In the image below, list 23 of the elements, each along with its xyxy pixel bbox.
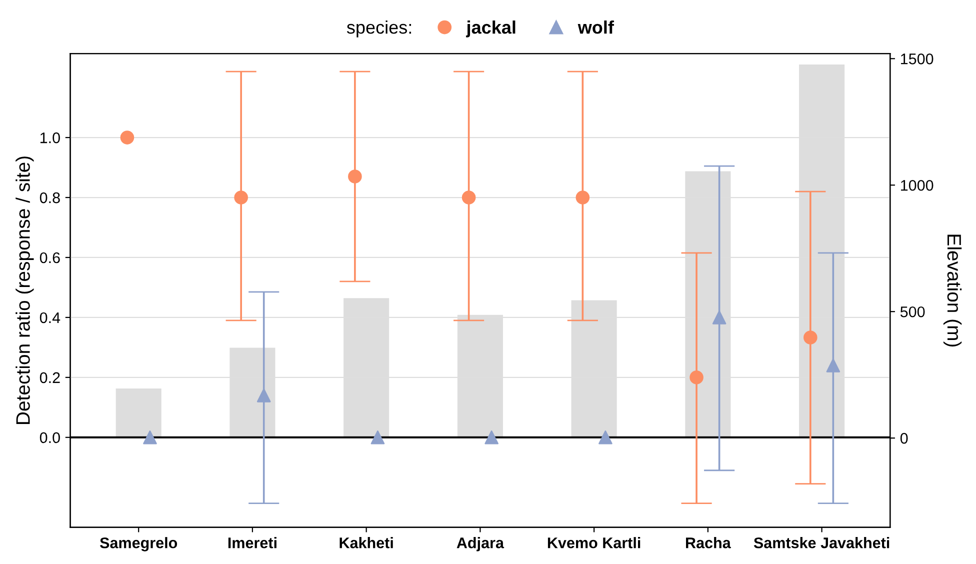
bar: [116, 388, 162, 438]
y2-tick-label: 1500: [901, 54, 934, 64]
x-tick-label: Kakheti: [340, 537, 393, 548]
y-tick-label: 0.2: [40, 372, 60, 384]
y-tick-label: 0.4: [40, 312, 60, 324]
x-tick-label: Kvemo Kartli: [548, 537, 640, 548]
y-tick-label: 0.0: [40, 432, 60, 444]
x-tick-label: Imereti: [228, 537, 276, 548]
y2-tick-label: 0: [900, 432, 908, 444]
y2-axis-title: Elevation (m): [943, 234, 962, 347]
legend-label: jackal: [466, 20, 516, 38]
y-tick-label: 0.8: [40, 192, 60, 204]
y-axis-title: Detection ratio (response / site): [16, 156, 34, 424]
y2-tick-label: 500: [900, 306, 925, 318]
y-tick-label: 1.0: [40, 132, 60, 144]
y2-tick-label: 1000: [901, 180, 934, 191]
x-tick-label: Adjara: [456, 537, 504, 552]
legend-title: species:: [346, 20, 412, 38]
y-tick-label: 0.6: [40, 252, 60, 264]
x-tick-label: Racha: [686, 537, 731, 548]
legend-label: wolf: [578, 20, 614, 34]
x-tick-label: Samegrelo: [100, 537, 178, 552]
x-tick-label: Samtske Javakheti: [754, 537, 890, 548]
